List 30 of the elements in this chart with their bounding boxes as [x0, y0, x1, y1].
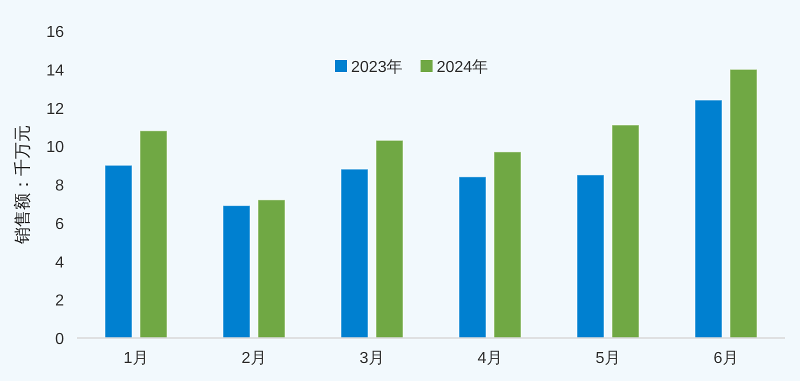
- bar: [612, 124, 640, 338]
- bar: [576, 174, 604, 338]
- x-tick-label: 5月: [596, 350, 620, 367]
- y-tick-label: 4: [55, 254, 64, 272]
- y-tick-label: 10: [46, 139, 64, 156]
- x-tick-label: 1月: [124, 350, 148, 367]
- y-axis-title: 销售额：千万元: [13, 125, 32, 245]
- y-tick-label: 16: [46, 24, 64, 41]
- x-tick-label: 6月: [714, 350, 738, 367]
- x-tick-label: 3月: [360, 350, 384, 367]
- bar: [340, 168, 368, 338]
- bar: [494, 151, 522, 338]
- y-tick-label: 8: [55, 178, 64, 194]
- bar: [258, 199, 286, 338]
- y-tick-label: 0: [55, 331, 64, 348]
- bar: [694, 100, 722, 338]
- y-tick-label: 14: [46, 62, 64, 80]
- legend-label: 2023年: [351, 59, 403, 76]
- y-tick-label: 6: [55, 216, 64, 233]
- bar: [140, 130, 168, 338]
- bar: [730, 68, 758, 338]
- x-tick-label: 2月: [242, 350, 266, 367]
- bar: [376, 140, 404, 338]
- bar: [458, 176, 486, 338]
- x-tick-label: 4月: [478, 350, 502, 367]
- bar: [222, 205, 250, 338]
- bar: [104, 164, 132, 338]
- legend-label: 2024年: [436, 59, 488, 76]
- y-tick-label: 2: [55, 292, 64, 310]
- y-tick-label: 12: [46, 100, 64, 118]
